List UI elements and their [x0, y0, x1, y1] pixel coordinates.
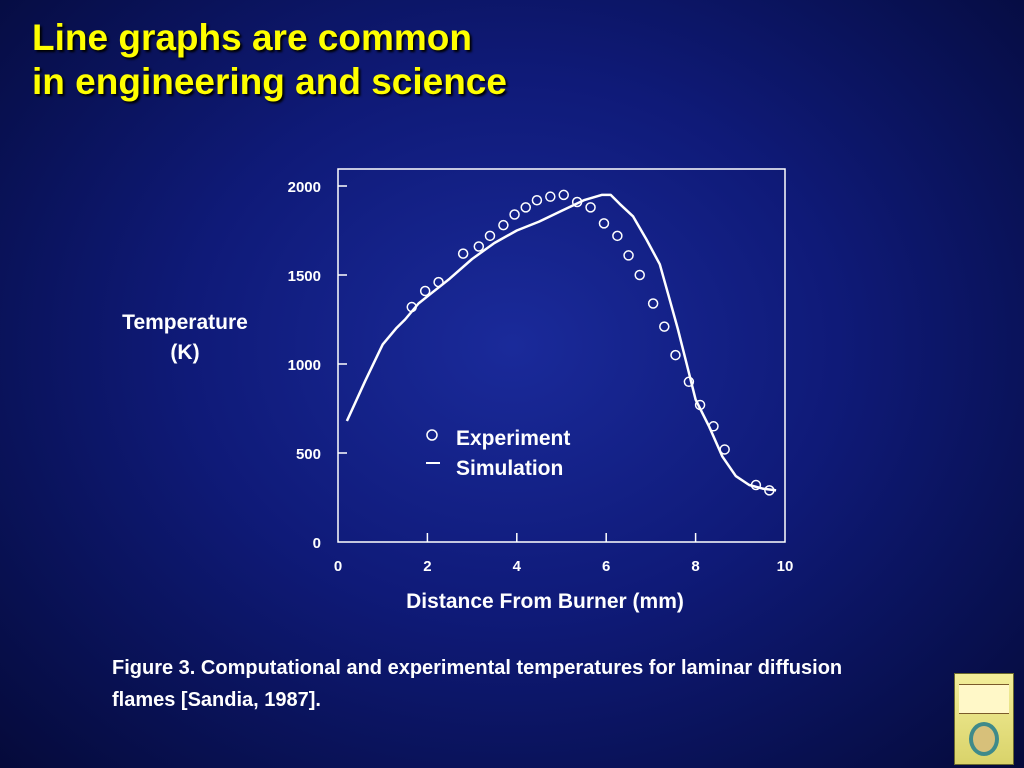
legend-experiment-label: Experiment — [456, 427, 570, 450]
experiment-point — [634, 269, 645, 281]
simulation-line — [345, 193, 777, 492]
x-tick-label: 0 — [334, 558, 342, 575]
x-tick-label: 2 — [423, 558, 431, 575]
y-axis-label-line-1: Temperature — [122, 311, 248, 334]
x-tick-label: 6 — [602, 558, 610, 575]
y-tick-label: 1000 — [288, 357, 321, 374]
legend-experiment-marker — [426, 429, 438, 441]
y-tick-label: 0 — [313, 535, 321, 552]
x-tick-label: 4 — [513, 558, 522, 575]
experiment-point — [623, 250, 634, 261]
experiment-point — [612, 230, 623, 242]
experiment-point — [545, 191, 556, 202]
book-cover-icon — [954, 673, 1014, 765]
y-axis-label-line-2: (K) — [170, 341, 200, 364]
experiment-point — [473, 241, 485, 252]
experiment-point — [498, 219, 509, 231]
x-axis-label: Distance From Burner (mm) — [406, 590, 684, 613]
experiment-point — [558, 189, 569, 201]
experiment-point — [457, 248, 469, 259]
book-title-band — [959, 684, 1009, 714]
y-axis-ticks: 0 500 1000 1500 2000 — [288, 179, 347, 552]
experiment-point — [419, 285, 431, 297]
legend-simulation-label: Simulation — [456, 457, 563, 480]
plot-frame — [337, 168, 786, 543]
experiment-point — [659, 321, 670, 332]
y-tick-label: 500 — [296, 446, 321, 463]
legend-item-experiment: Experiment — [426, 427, 570, 450]
experiment-point — [585, 202, 596, 213]
experiment-point — [509, 209, 520, 220]
experiment-point — [598, 218, 610, 229]
legend-item-simulation: Simulation — [426, 457, 563, 480]
y-tick-label: 2000 — [288, 179, 321, 196]
experiment-point — [484, 230, 496, 242]
experiment-point — [670, 349, 681, 361]
y-tick-label: 1500 — [288, 268, 321, 285]
slide-title-line-1: Line graphs are common — [32, 17, 472, 58]
legend: Experiment Simulation — [426, 427, 570, 480]
x-tick-label: 8 — [691, 558, 699, 575]
experiment-point — [647, 298, 659, 309]
book-swirl-art — [969, 722, 999, 756]
experiment-point — [531, 194, 543, 206]
x-tick-label: 10 — [777, 558, 794, 575]
x-axis-ticks: 0 2 4 6 8 10 — [334, 533, 794, 575]
slide-title: Line graphs are common in engineering an… — [32, 16, 507, 104]
figure-caption: Figure 3. Computational and experimental… — [112, 657, 843, 711]
experiment-point — [520, 202, 531, 213]
slide-title-line-2: in engineering and science — [32, 61, 507, 102]
data-series — [345, 189, 777, 496]
y-axis-label: Temperature (K) — [100, 308, 270, 368]
